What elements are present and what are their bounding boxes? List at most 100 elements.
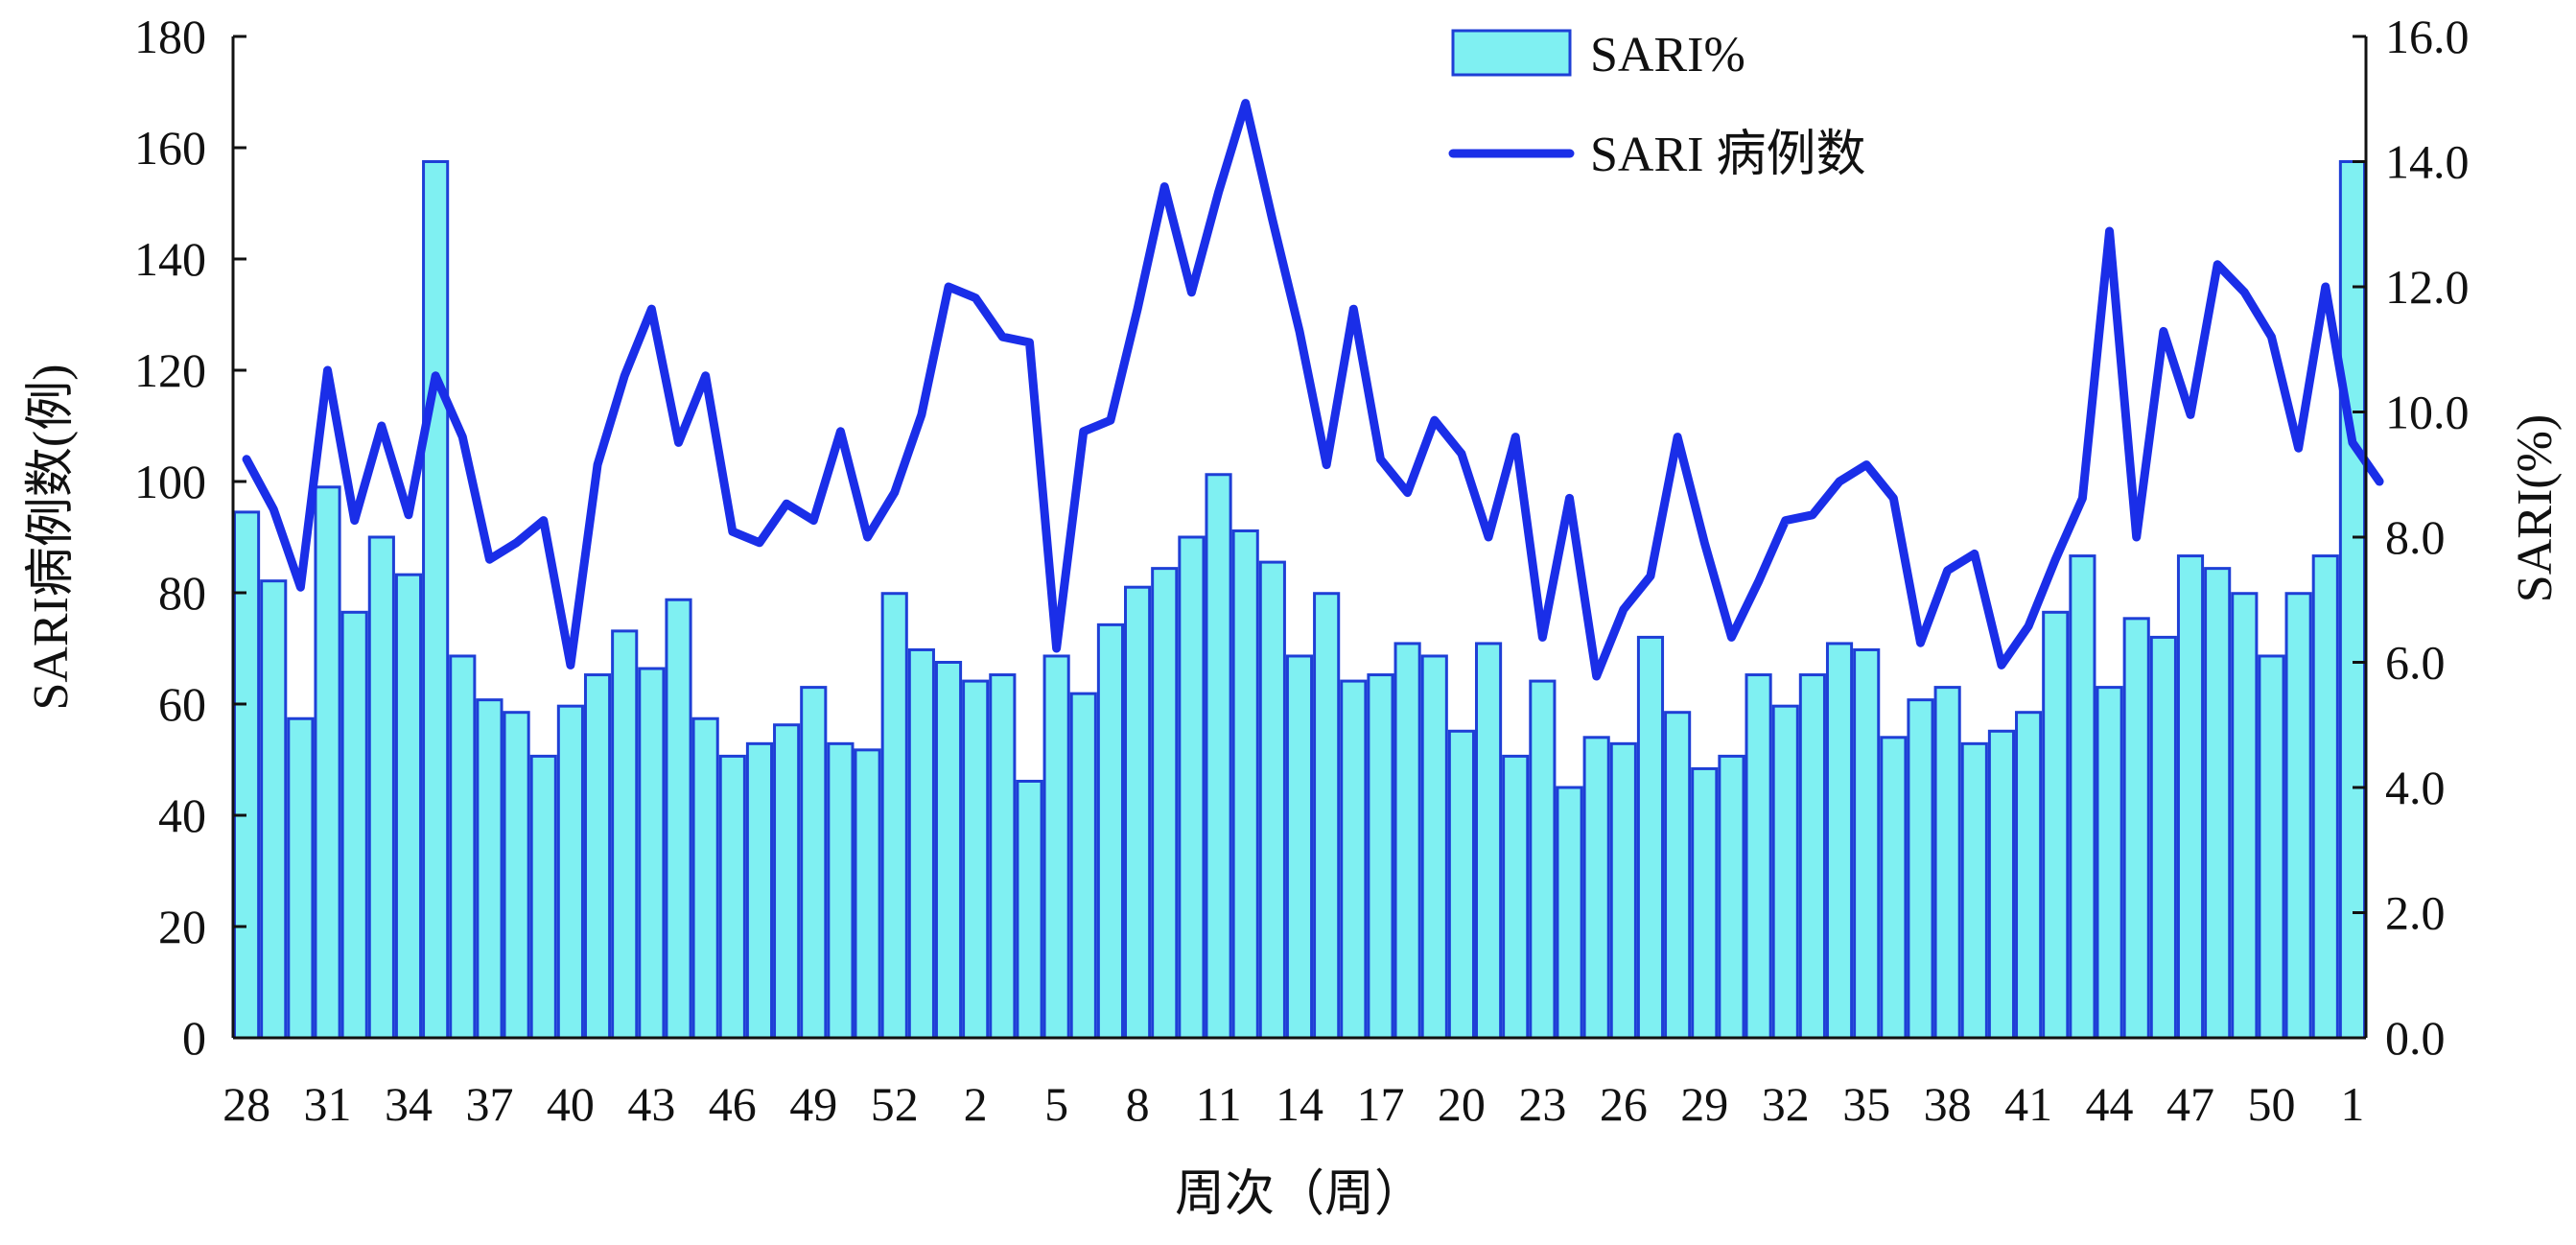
- x-tick-label: 40: [547, 1077, 595, 1131]
- left-tick-label: 180: [134, 10, 206, 63]
- x-tick-label: 44: [2086, 1077, 2134, 1131]
- x-tick-label: 26: [1600, 1077, 1648, 1131]
- x-tick-label: 43: [627, 1077, 675, 1131]
- bar: [2149, 635, 2177, 1040]
- bar: [476, 698, 503, 1040]
- legend: SARI% SARI 病例数: [1448, 28, 1865, 182]
- bar: [1933, 686, 1961, 1040]
- bar: [745, 741, 774, 1040]
- bar: [800, 686, 828, 1040]
- legend-swatch-bar: [1451, 29, 1572, 77]
- bar: [1124, 585, 1152, 1040]
- left-tick-label: 80: [158, 566, 206, 620]
- x-tick-label: 14: [1276, 1077, 1323, 1131]
- x-tick-label: 49: [789, 1077, 837, 1131]
- bar: [1258, 560, 1286, 1040]
- bar: [827, 741, 855, 1040]
- x-tick-label: 35: [1842, 1077, 1890, 1131]
- x-tick-label: 1: [2340, 1077, 2364, 1131]
- x-tick-label: 11: [1195, 1077, 1241, 1131]
- x-tick-label: 41: [2004, 1077, 2052, 1131]
- x-tick-label: 32: [1762, 1077, 1810, 1131]
- right-tick-label: 12.0: [2385, 260, 2470, 314]
- bar: [1907, 698, 1934, 1040]
- x-tick-label: 2: [964, 1077, 988, 1131]
- bar: [1393, 642, 1421, 1040]
- bar: [1609, 741, 1637, 1040]
- bar: [2231, 592, 2259, 1040]
- bar: [1096, 622, 1125, 1040]
- bar: [1582, 736, 1610, 1040]
- x-tick-label: 20: [1438, 1077, 1486, 1131]
- bar: [1880, 736, 1908, 1040]
- bar: [1987, 729, 2016, 1040]
- line-series-sari-cases: [242, 99, 2384, 681]
- bar: [2311, 554, 2339, 1040]
- right-tick-label: 2.0: [2385, 886, 2446, 940]
- bar: [233, 510, 261, 1040]
- bar: [1447, 729, 1475, 1040]
- bar: [2015, 711, 2043, 1040]
- x-tick-label: 5: [1044, 1077, 1068, 1131]
- bar: [1420, 654, 1448, 1040]
- bar: [1529, 679, 1557, 1040]
- bar-series-sari-percent: [233, 160, 2367, 1040]
- x-tick-label: 46: [709, 1077, 757, 1131]
- x-tick-label: 52: [871, 1077, 919, 1131]
- left-tick-label: 160: [134, 121, 206, 175]
- bar: [394, 573, 423, 1040]
- bar: [2042, 610, 2070, 1040]
- right-axis-title: SARI(%): [2508, 414, 2563, 602]
- bar: [934, 661, 963, 1040]
- bar: [962, 679, 990, 1040]
- x-tick-label: 29: [1680, 1077, 1728, 1131]
- right-tick-label: 10.0: [2385, 386, 2470, 439]
- right-tick-label: 6.0: [2385, 636, 2446, 690]
- bar: [638, 667, 666, 1040]
- bar: [1016, 779, 1043, 1040]
- left-tick-label: 100: [134, 455, 206, 508]
- left-tick-label: 0: [182, 1011, 206, 1065]
- x-tick-label: 38: [1924, 1077, 1972, 1131]
- bar: [2258, 654, 2285, 1040]
- right-tick-label: 8.0: [2385, 510, 2446, 564]
- bar: [556, 704, 584, 1040]
- bar: [880, 592, 908, 1040]
- bar: [691, 716, 719, 1040]
- bar: [1853, 647, 1881, 1040]
- bar: [2204, 567, 2232, 1040]
- bar: [1718, 754, 1745, 1040]
- x-axis-title: 周次（周）: [1175, 1167, 1424, 1222]
- bar: [1474, 642, 1503, 1040]
- bar: [1502, 754, 1530, 1040]
- right-tick-label: 16.0: [2385, 10, 2470, 63]
- bar: [1825, 642, 1854, 1040]
- bar: [314, 485, 341, 1040]
- x-tick-label: 17: [1356, 1077, 1404, 1131]
- bar: [1205, 473, 1232, 1040]
- bar: [1664, 711, 1692, 1040]
- line-path: [242, 99, 2384, 681]
- bar: [1745, 673, 1772, 1040]
- bar: [1285, 654, 1314, 1040]
- left-tick-label: 40: [158, 788, 206, 842]
- bar: [773, 723, 801, 1040]
- x-tick-label: 23: [1518, 1077, 1566, 1131]
- bar: [367, 535, 395, 1040]
- bar: [1771, 704, 1799, 1040]
- x-tick-label: 28: [222, 1077, 270, 1131]
- bar: [1798, 673, 1826, 1040]
- bar: [2176, 554, 2205, 1040]
- x-tick-label: 31: [304, 1077, 352, 1131]
- left-tick-label: 20: [158, 900, 206, 953]
- right-tick-label: 14.0: [2385, 135, 2470, 189]
- bar: [2069, 554, 2096, 1040]
- left-tick-label: 60: [158, 677, 206, 731]
- bar: [2122, 617, 2150, 1040]
- bar: [2284, 592, 2312, 1040]
- x-tick-label: 37: [465, 1077, 513, 1131]
- left-tick-label: 140: [134, 232, 206, 286]
- x-tick-label: 8: [1126, 1077, 1150, 1131]
- bar: [907, 647, 935, 1040]
